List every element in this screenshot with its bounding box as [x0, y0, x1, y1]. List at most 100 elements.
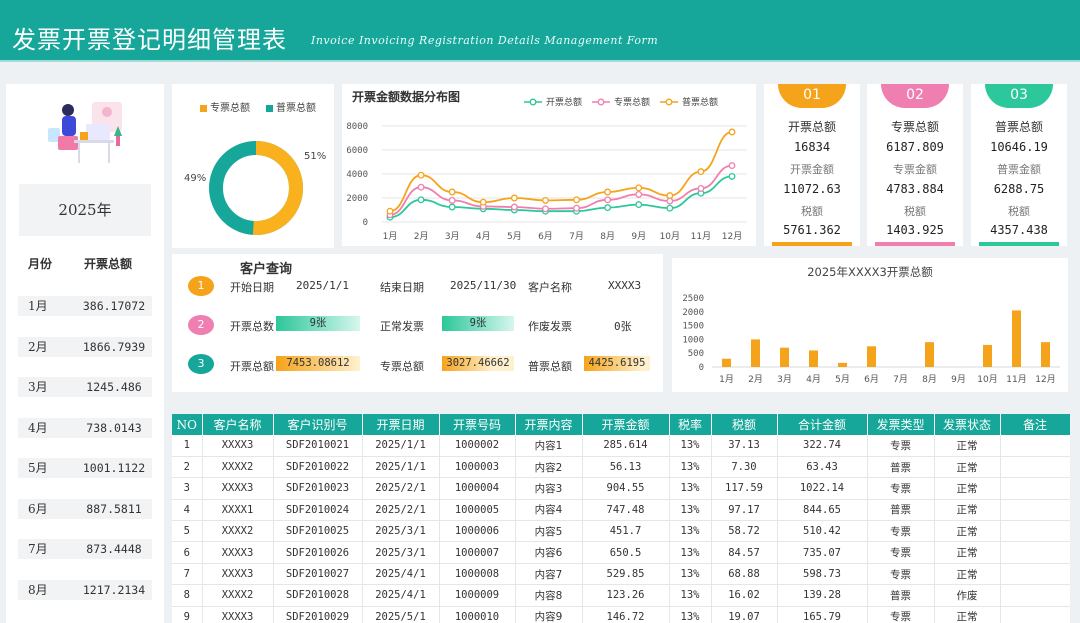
month-total: 887.5811 [86, 501, 142, 516]
table-row[interactable]: 2 XXXX2 SDF2010022 2025/1/1 1000003 内容2 56.13 1… [172, 456, 1070, 479]
table-row[interactable]: 7 XXXX3 SDF2010027 2025/4/1 1000008 内容7 529.85… [172, 563, 1070, 586]
step-3-badge: 3 [188, 354, 214, 374]
table-cell: 2025/4/1 [362, 584, 440, 607]
line-point [635, 190, 643, 198]
table-cell: 13% [669, 477, 712, 500]
column-header[interactable]: 客户名称 [202, 414, 274, 435]
bar-x-tick: 4月 [806, 374, 821, 385]
table-cell: 1000006 [439, 520, 516, 543]
end-date-label: 结束日期 [380, 281, 424, 294]
bar [867, 346, 876, 367]
line-point [479, 198, 487, 206]
general-label: 普票总额 [528, 360, 572, 373]
card-label-tax: 税额 [1008, 205, 1030, 218]
month-row[interactable]: 4月 738.0143 [18, 417, 152, 438]
table-cell: 2025/3/1 [362, 520, 440, 543]
month-row[interactable]: 3月 1245.486 [18, 377, 152, 397]
month-name: 5月 [28, 461, 48, 475]
bar-chart-title: 2025年XXXX3开票总额 [807, 265, 933, 279]
donut-special-slice [209, 141, 303, 235]
month-row[interactable]: 5月 1001.1122 [18, 458, 152, 478]
line-point [417, 183, 425, 191]
bar [983, 344, 992, 367]
table-cell [1000, 541, 1070, 564]
line-point [635, 184, 643, 192]
normal-value-bar: 9张 [442, 316, 514, 331]
column-header[interactable]: 开票内容 [515, 414, 583, 435]
column-header[interactable]: 开票号码 [439, 414, 516, 435]
month-name: 7月 [28, 542, 48, 556]
table-cell: SDF2010027 [273, 563, 363, 586]
special-label: 专票总额 [380, 360, 424, 373]
card-value-primary: 6187.809 [886, 140, 944, 154]
card-value-tax: 5761.362 [783, 223, 841, 237]
table-cell: 7.30 [711, 456, 778, 479]
table-cell: 2025/5/1 [362, 606, 440, 623]
start-date-value[interactable]: 2025/1/1 [296, 279, 349, 292]
month-row[interactable]: 2月 1866.7939 [18, 336, 152, 357]
column-header[interactable]: 发票类型 [867, 414, 935, 435]
month-row[interactable]: 1月 386.17072 [18, 296, 152, 316]
table-row[interactable]: 4 XXXX1 SDF2010024 2025/2/1 1000005 内容4 747.48… [172, 499, 1070, 522]
query-title: 客户查询 [240, 262, 293, 277]
bar-x-tick: 10月 [977, 374, 997, 385]
card-accent-bar [875, 242, 955, 246]
table-cell: 2025/3/1 [362, 541, 440, 564]
table-cell: 内容6 [515, 541, 583, 564]
month-total: 1245.486 [86, 380, 142, 394]
line-x-tick: 2月 [414, 231, 429, 242]
table-cell: 747.48 [582, 499, 670, 522]
table-cell: SDF2010025 [273, 520, 363, 543]
table-row[interactable]: 8 XXXX2 SDF2010028 2025/4/1 1000009 内容8 123.26… [172, 584, 1070, 607]
table-cell: 正常 [934, 499, 1001, 522]
table-row[interactable]: 6 XXXX3 SDF2010026 2025/3/1 1000007 内容6 650.5 1… [172, 541, 1070, 564]
month-row[interactable]: 8月 1217.2134 [18, 579, 152, 600]
client-name-value[interactable]: XXXX3 [608, 279, 642, 292]
table-row[interactable]: 9 XXXX3 SDF2010029 2025/5/1 1000010 内容9 146.72… [172, 606, 1070, 623]
table-cell: 146.72 [582, 606, 670, 623]
column-header[interactable]: 开票金额 [582, 414, 670, 435]
bar [722, 358, 731, 367]
total-column-header: 开票总额 [84, 257, 133, 271]
office-illustration-icon [48, 102, 122, 163]
line-x-tick: 5月 [507, 231, 522, 242]
month-row[interactable]: 6月 887.5811 [18, 498, 152, 519]
card-label-primary: 专票总额 [890, 120, 939, 134]
table-cell: 内容5 [515, 520, 583, 543]
table-row[interactable]: 5 XXXX2 SDF2010025 2025/3/1 1000006 内容5 451.7 1… [172, 520, 1070, 543]
table-cell: 13% [669, 584, 712, 607]
line-legend-label: 开票总额 [546, 96, 582, 108]
table-cell: 1000005 [439, 499, 516, 522]
month-row[interactable]: 7月 873.4448 [18, 539, 152, 559]
table-cell: 650.5 [582, 541, 670, 564]
end-date-value[interactable]: 2025/11/30 [450, 279, 517, 292]
column-header[interactable]: 税率 [669, 414, 712, 435]
column-header[interactable]: 备注 [1000, 414, 1070, 435]
column-header[interactable]: 客户识别号 [273, 414, 363, 435]
card-value-primary: 16834 [793, 140, 831, 154]
legend-swatch [266, 104, 273, 112]
line-y-tick: 0 [363, 218, 368, 228]
line-point [604, 188, 612, 196]
bar-x-tick: 1月 [719, 374, 734, 385]
column-header[interactable]: NO [172, 414, 203, 435]
table-cell: SDF2010029 [273, 606, 363, 623]
legend-swatch [200, 104, 207, 112]
month-total: 1217.2134 [82, 582, 146, 597]
table-cell: 2025/2/1 [362, 477, 440, 500]
month-name: 2月 [28, 339, 48, 354]
table-row[interactable]: 3 XXXX3 SDF2010023 2025/2/1 1000004 内容3 904.55… [172, 477, 1070, 500]
card-accent-bar [772, 242, 852, 246]
line-x-tick: 3月 [445, 231, 460, 242]
general-value-bar: 4425.6195 [584, 356, 650, 371]
column-header[interactable]: 发票状态 [934, 414, 1001, 435]
table-cell: 13% [669, 456, 712, 479]
line-y-tick: 6000 [346, 146, 368, 156]
column-header[interactable]: 税额 [711, 414, 778, 435]
table-cell: 1 [172, 435, 203, 457]
table-cell: 13% [669, 435, 712, 457]
table-row[interactable]: 1 XXXX3 SDF2010021 2025/1/1 1000002 内容1 285.61… [172, 435, 1070, 457]
column-header[interactable]: 开票日期 [362, 414, 440, 435]
table-cell: SDF2010022 [273, 456, 363, 479]
column-header[interactable]: 合计金额 [777, 414, 868, 435]
